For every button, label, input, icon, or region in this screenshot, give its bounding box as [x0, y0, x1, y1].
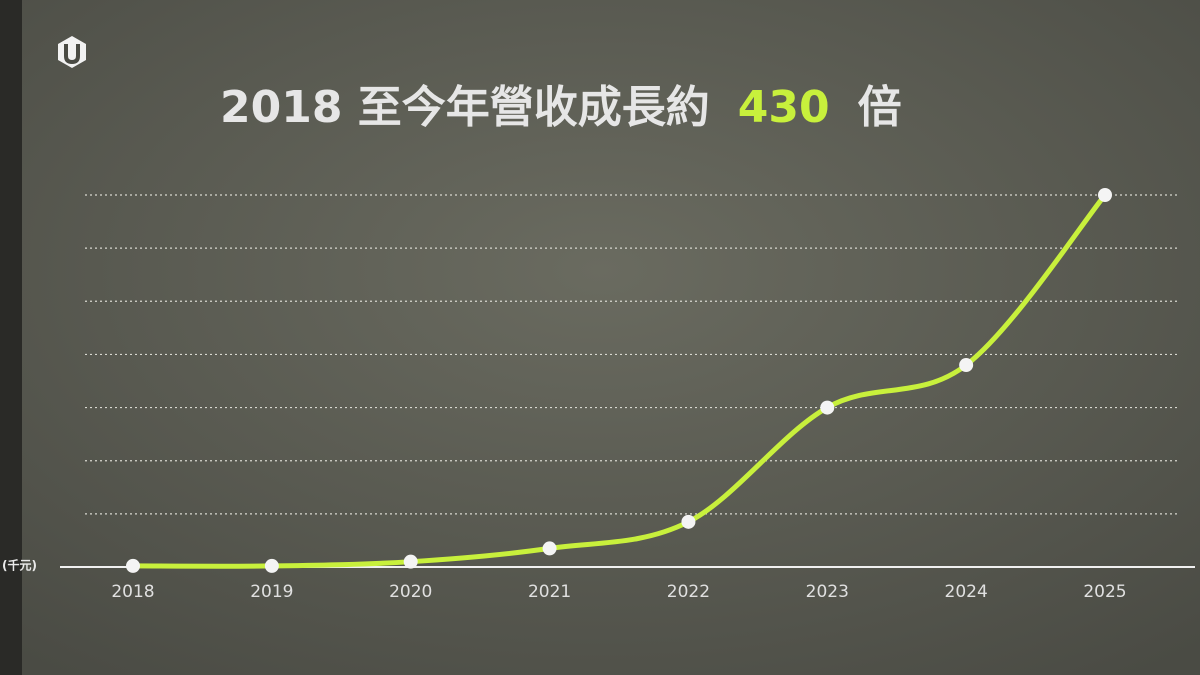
- data-point: [542, 541, 557, 556]
- x-tick-label: 2024: [945, 582, 988, 602]
- data-point: [820, 400, 835, 415]
- data-point: [264, 558, 279, 573]
- chart-title: 2018 至今年營收成長約 430 倍: [220, 82, 902, 133]
- x-tick-label: 2018: [111, 582, 154, 602]
- x-tick-label: 2022: [667, 582, 710, 602]
- frame-edge: [0, 0, 22, 675]
- data-point: [1098, 188, 1112, 202]
- x-tick-label: 2021: [528, 582, 571, 602]
- x-tick-label: 2025: [1083, 582, 1126, 602]
- title-suffix: 倍: [858, 82, 902, 133]
- x-tick-label: 2019: [250, 582, 293, 602]
- data-point: [681, 514, 696, 529]
- data-point: [959, 358, 974, 373]
- title-highlight: 430: [738, 82, 830, 133]
- x-tick-label: 2023: [806, 582, 849, 602]
- logo: [58, 36, 86, 68]
- data-point: [403, 554, 418, 569]
- unit-label: (千元): [2, 558, 37, 573]
- x-tick-label: 2020: [389, 582, 432, 602]
- title-main: 2018 至今年營收成長約: [220, 82, 710, 133]
- data-point: [126, 558, 140, 573]
